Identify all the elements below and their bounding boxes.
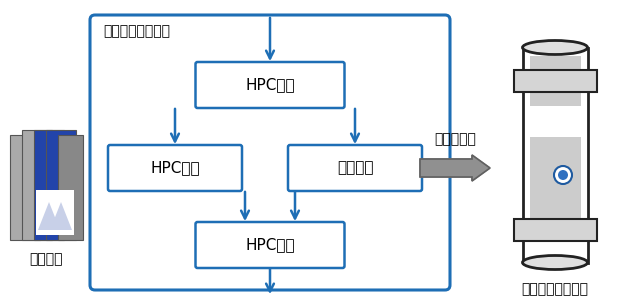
Bar <box>513 69 596 91</box>
Ellipse shape <box>523 40 588 54</box>
Bar <box>523 47 588 263</box>
Text: オフロード: オフロード <box>434 132 476 146</box>
Bar <box>22 130 52 240</box>
Bar <box>58 135 83 240</box>
Text: 量子コンピュータ: 量子コンピュータ <box>521 282 588 297</box>
Bar <box>34 130 64 240</box>
Text: アプリケーション: アプリケーション <box>103 24 170 38</box>
Ellipse shape <box>558 170 568 180</box>
FancyBboxPatch shape <box>288 145 422 191</box>
Bar <box>513 218 596 241</box>
Bar <box>46 130 76 240</box>
FancyArrow shape <box>420 155 490 181</box>
Text: HPC計算: HPC計算 <box>245 237 295 252</box>
Polygon shape <box>50 202 72 230</box>
Text: スパコン: スパコン <box>29 252 63 266</box>
FancyBboxPatch shape <box>195 222 345 268</box>
Bar <box>10 135 40 240</box>
Ellipse shape <box>523 256 588 270</box>
Text: HPC計算: HPC計算 <box>245 77 295 92</box>
Bar <box>529 55 580 106</box>
Bar <box>36 190 62 235</box>
FancyBboxPatch shape <box>195 62 345 108</box>
FancyBboxPatch shape <box>90 15 450 290</box>
Text: HPC計算: HPC計算 <box>150 161 200 176</box>
Bar <box>529 165 580 235</box>
FancyBboxPatch shape <box>108 145 242 191</box>
Text: 量子計算: 量子計算 <box>337 161 373 176</box>
Bar <box>529 137 580 167</box>
Polygon shape <box>38 202 60 230</box>
Bar <box>48 190 74 235</box>
Ellipse shape <box>554 166 572 184</box>
